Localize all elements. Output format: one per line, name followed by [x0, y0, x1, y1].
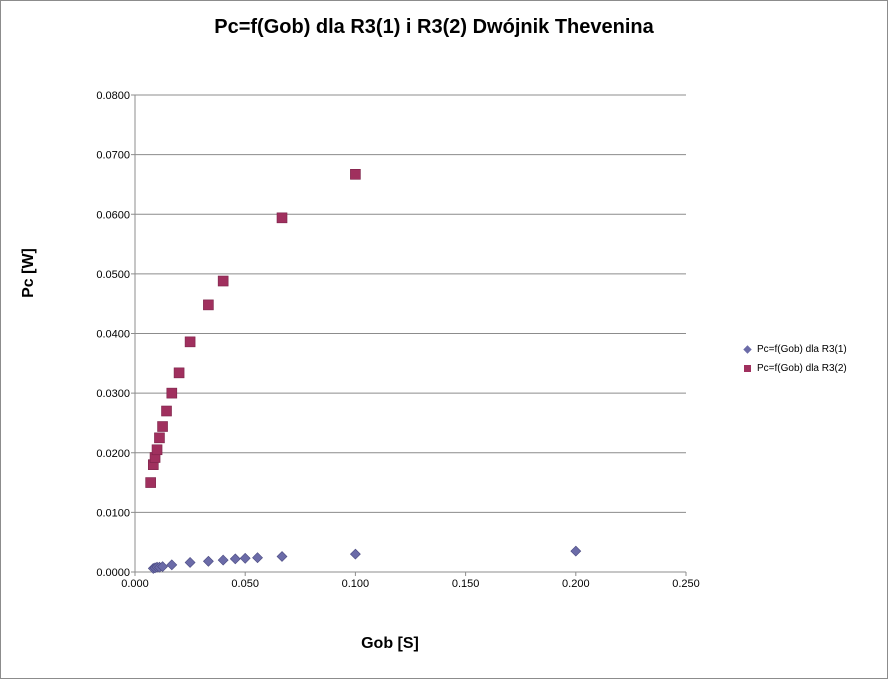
data-point-series-2 [161, 405, 172, 417]
data-point-series-2 [217, 275, 229, 287]
y-tick-label: 0.0400 [96, 329, 130, 341]
y-tick-label: 0.0100 [96, 507, 130, 519]
data-point-series-1 [217, 554, 229, 566]
y-tick-label: 0.0200 [96, 448, 130, 460]
x-axis-label: Gob [S] [361, 635, 419, 652]
legend: Pc=f(Gob) dla R3(1) Pc=f(Gob) dla R3(2) [743, 340, 847, 378]
data-point-series-1 [276, 551, 288, 562]
y-tick-label: 0.0300 [96, 388, 130, 400]
legend-label: Pc=f(Gob) dla R3(2) [757, 363, 847, 374]
chart-title: Pc=f(Gob) dla R3(1) i R3(2) Dwójnik Thev… [214, 16, 654, 38]
legend-item-series-2: Pc=f(Gob) dla R3(2) [744, 359, 847, 378]
data-point-series-2 [276, 212, 288, 224]
y-tick-label: 0.0000 [96, 567, 130, 579]
y-tick-label: 0.0500 [96, 269, 130, 281]
data-point-series-1 [349, 548, 361, 560]
data-point-series-1 [157, 561, 168, 573]
y-tick-label: 0.0600 [96, 209, 130, 221]
x-tick-label: 0.250 [672, 578, 700, 590]
y-tick-label: 0.0700 [96, 150, 130, 162]
x-tick-label: 0.100 [342, 578, 370, 590]
data-point-series-2 [350, 169, 361, 180]
data-point-series-2 [173, 367, 185, 379]
x-tick-label: 0.200 [562, 578, 590, 590]
data-point-series-2 [203, 299, 214, 311]
x-tick-label: 0.000 [121, 578, 149, 590]
data-point-series-1 [229, 553, 241, 565]
data-point-series-1 [570, 545, 582, 557]
legend-item-series-1: Pc=f(Gob) dla R3(1) [743, 340, 847, 359]
x-tick-label: 0.050 [231, 578, 259, 590]
data-point-series-2 [145, 477, 156, 488]
data-point-series-1 [184, 557, 196, 568]
data-point-series-2 [184, 336, 196, 348]
data-point-series-2 [151, 444, 163, 456]
legend-marker-diamond [743, 345, 752, 354]
data-point-series-2 [157, 421, 168, 432]
data-point-series-1 [202, 555, 214, 567]
data-point-series-1 [239, 552, 251, 564]
x-tick-label: 0.150 [452, 578, 480, 590]
y-tick-label: 0.0800 [96, 90, 130, 102]
data-point-series-2 [166, 387, 178, 399]
legend-label: Pc=f(Gob) dla R3(1) [757, 344, 847, 355]
data-point-series-1 [166, 559, 178, 571]
legend-marker-square [744, 365, 751, 372]
data-point-series-1 [252, 552, 263, 564]
data-point-series-2 [154, 432, 165, 444]
